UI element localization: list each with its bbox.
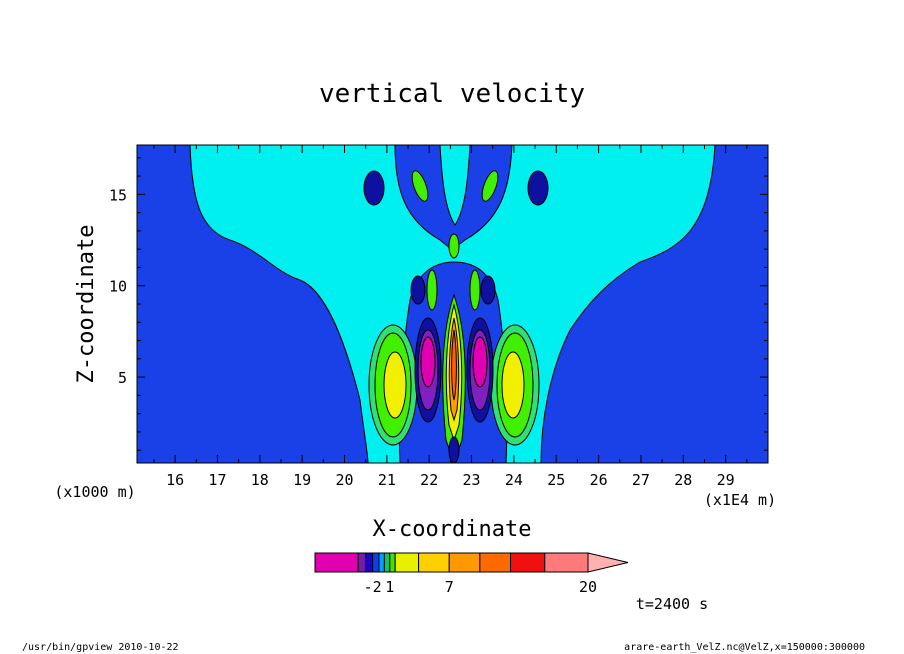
- upper-cyan-tongue: [439, 145, 471, 226]
- colorbar-segment: [479, 552, 512, 573]
- magenta-cell: [420, 336, 436, 388]
- x-tick-label: 16: [166, 471, 184, 489]
- colorbar-segment: [389, 552, 396, 573]
- y-axis-label: Z-coordinate: [74, 225, 99, 384]
- green-eddy: [448, 233, 460, 259]
- colorbar-segment: [378, 552, 385, 573]
- colorbar-segment: [394, 552, 420, 573]
- colorbar-tick-label: 1: [385, 578, 394, 596]
- y-tick-label: 5: [118, 369, 127, 387]
- y-tick-label: 15: [109, 186, 127, 204]
- x-axis-ticks: 16 17 18 19 20 21 22 23 24 25 26 27 28 29: [153, 145, 748, 489]
- plot-area: [137, 145, 768, 463]
- dark-blue-eddy: [363, 170, 385, 206]
- footer-right: arare-earth_VelZ.nc@VelZ,x=150000:300000: [624, 642, 865, 653]
- dark-blue-eddy: [410, 275, 426, 305]
- colorbar-tick-label: 7: [445, 578, 454, 596]
- colorbar-extend-arrow: [587, 552, 629, 573]
- x-tick-label: 25: [547, 471, 565, 489]
- footer-left: /usr/bin/gpview 2010-10-22: [22, 642, 179, 653]
- x-tick-label: 23: [463, 471, 481, 489]
- colorbar-tick-label: 20: [579, 578, 597, 596]
- chart-title: vertical velocity: [319, 79, 585, 109]
- colorbar-segment: [314, 552, 359, 573]
- x-tick-label: 19: [293, 471, 311, 489]
- colorbar-segment: [364, 552, 374, 573]
- magenta-cell: [472, 336, 488, 388]
- time-label: t=2400 s: [636, 595, 708, 613]
- dark-blue-core: [448, 436, 460, 463]
- x-tick-label: 17: [208, 471, 226, 489]
- x-tick-label: 21: [378, 471, 396, 489]
- dark-blue-eddy: [480, 275, 496, 305]
- x-tick-label: 22: [420, 471, 438, 489]
- x-tick-label: 27: [632, 471, 650, 489]
- green-eddy: [411, 170, 429, 202]
- colorbar-segment: [510, 552, 546, 573]
- x-tick-label: 26: [590, 471, 608, 489]
- x-tick-label: 24: [505, 471, 523, 489]
- green-eddy: [481, 170, 499, 202]
- yellow-cell: [501, 351, 525, 419]
- x-tick-label: 28: [674, 471, 692, 489]
- colorbar-segment: [383, 552, 391, 573]
- colorbar: -2 1 7 20: [314, 552, 629, 596]
- x-unit-label: (x1E4 m): [704, 491, 776, 509]
- x-tick-label: 29: [717, 471, 735, 489]
- y-tick-label: 10: [109, 278, 127, 296]
- y-unit-label: (x1000 m): [54, 483, 135, 501]
- x-axis-label: X-coordinate: [373, 517, 532, 542]
- dark-blue-eddy: [527, 170, 549, 206]
- colorbar-segment: [418, 552, 450, 573]
- colorbar-segment: [372, 552, 380, 573]
- colorbar-segment: [448, 552, 481, 573]
- x-tick-label: 20: [335, 471, 353, 489]
- colorbar-tick-label: -2: [364, 578, 382, 596]
- central-updraft-red: [451, 329, 457, 401]
- green-eddy: [426, 269, 438, 311]
- yellow-cell: [383, 351, 407, 419]
- x-tick-label: 18: [251, 471, 269, 489]
- y-axis-ticks: 5 10 15: [109, 157, 768, 451]
- green-eddy: [469, 269, 481, 311]
- colorbar-segment: [357, 552, 366, 573]
- colorbar-segment: [544, 552, 589, 573]
